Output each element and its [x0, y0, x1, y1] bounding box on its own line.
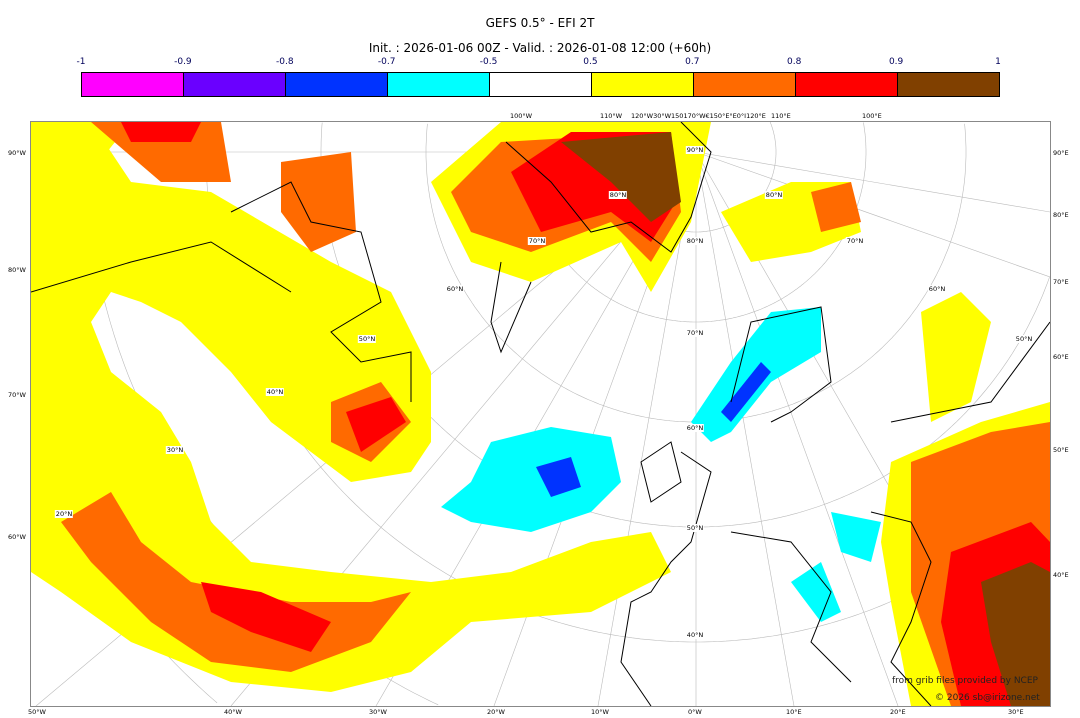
latitude-label: 70°N — [845, 237, 865, 245]
colorbar-tick-label: -0.5 — [479, 57, 498, 67]
colorbar-tick-label: 0.5 — [583, 57, 598, 67]
colorbar-tick-label: 0.8 — [787, 57, 802, 67]
latitude-label: 80°N — [685, 237, 705, 245]
copyright: © 2026 sb@irizone.net — [935, 693, 1040, 703]
latitude-label: 50°N — [357, 335, 377, 343]
latitude-label: 50°N — [1014, 335, 1034, 343]
colorbar-tick-label: 0.9 — [888, 57, 904, 67]
negative-anomalies — [441, 307, 881, 622]
axis-label-bottom: 10°E — [786, 708, 802, 716]
efi-map: from grib files provided by NCEP © 2026 … — [30, 121, 1051, 707]
data-source-credit: from grib files provided by NCEP — [892, 676, 1038, 686]
axis-label-left: 60°W — [8, 533, 26, 541]
map-subtitle: Init. : 2026-01-06 00Z - Valid. : 2026-0… — [368, 41, 712, 55]
colorbar-tick-label: -0.7 — [377, 57, 396, 67]
colorbar-segment — [184, 73, 286, 96]
axis-label-bottom: 30°W — [369, 708, 387, 716]
colorbar-tick-label: -0.9 — [174, 57, 192, 67]
latitude-label: 40°N — [685, 631, 705, 639]
latitude-circle — [425, 123, 967, 423]
colorbar-segment — [490, 73, 592, 96]
latitude-label: 30°N — [165, 446, 185, 454]
colorbar-segment — [898, 73, 999, 96]
colorbar-tick-label: -1 — [76, 57, 86, 67]
axis-label-right: 90°E — [1053, 149, 1069, 157]
colorbar-segment — [82, 73, 184, 96]
latitude-label: 60°N — [445, 285, 465, 293]
axis-label-left: 80°W — [8, 266, 26, 274]
latitude-label: 20°N — [54, 510, 74, 518]
axis-label-right: 50°E — [1053, 446, 1069, 454]
axis-label-bottom: 20°E — [890, 708, 906, 716]
latitude-label: 50°N — [685, 524, 705, 532]
axis-label-bottom: 10°W — [591, 708, 609, 716]
colorbar-segment — [694, 73, 796, 96]
efi-field — [31, 122, 1050, 706]
map-title: GEFS 0.5° - EFI 2T — [485, 16, 595, 30]
latitude-label: 60°N — [927, 285, 947, 293]
axis-label-bottom: 20°W — [487, 708, 505, 716]
latitude-label: 80°N — [764, 191, 784, 199]
axis-label-bottom: 0°W — [688, 708, 702, 716]
axis-label-top: 100°E — [862, 112, 882, 120]
axis-label-bottom: 50°W — [28, 708, 46, 716]
latitude-label: 60°N — [685, 424, 705, 432]
axis-label-top: 100°W — [510, 112, 533, 120]
colorbar-segment — [592, 73, 694, 96]
latitude-label: 80°N — [608, 191, 628, 199]
axis-label-left: 70°W — [8, 391, 26, 399]
latitude-label: 90°N — [685, 146, 705, 154]
axis-label-bottom: 30°E — [1008, 708, 1024, 716]
axis-label-top: 120°W30°W150170°W€150°E°E0°I120°E — [631, 112, 766, 120]
axis-label-right: 80°E — [1053, 211, 1069, 219]
latitude-label: 70°N — [685, 329, 705, 337]
axis-label-left: 90°W — [8, 149, 26, 157]
colorbar — [81, 72, 1000, 97]
colorbar-tick-label: 1 — [995, 57, 1001, 67]
axis-label-right: 70°E — [1053, 278, 1069, 286]
colorbar-segment — [796, 73, 898, 96]
coastlines — [31, 122, 1050, 706]
colorbar-segment — [286, 73, 388, 96]
latitude-label: 40°N — [265, 388, 285, 396]
colorbar-tick-label: -0.8 — [275, 57, 294, 67]
positive-anomalies — [31, 122, 1050, 706]
colorbar-segment — [388, 73, 490, 96]
colorbar-tick-label: 0.7 — [685, 57, 700, 67]
axis-label-top: 110°E — [771, 112, 791, 120]
axis-label-top: 110°W — [600, 112, 623, 120]
latitude-label: 70°N — [527, 237, 547, 245]
axis-label-right: 40°E — [1053, 571, 1069, 579]
axis-label-right: 60°E — [1053, 353, 1069, 361]
axis-label-bottom: 40°W — [224, 708, 242, 716]
